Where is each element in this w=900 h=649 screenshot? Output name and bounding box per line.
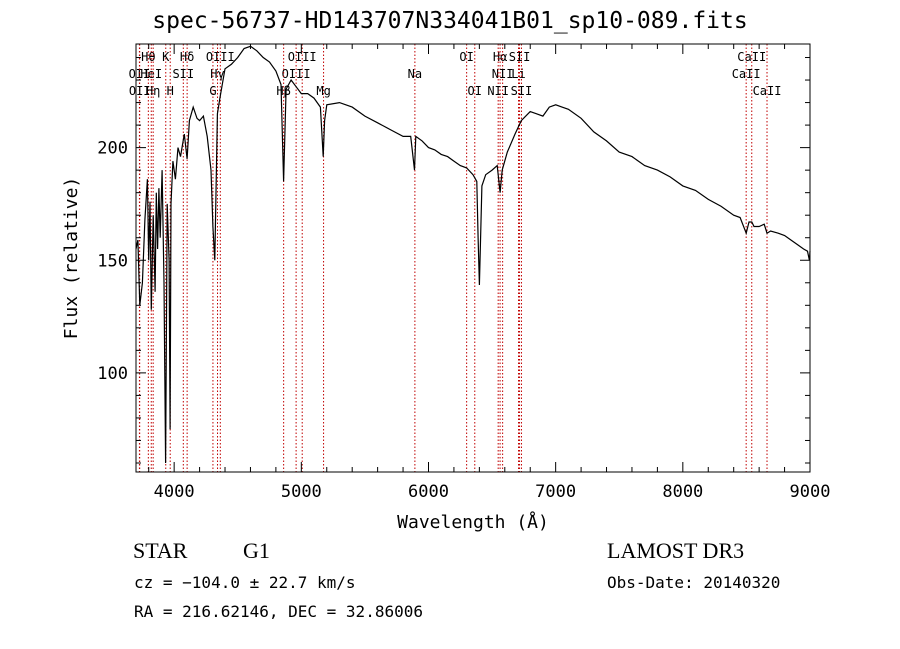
spectrum-series (135, 45, 811, 464)
line-marker-label: H (167, 84, 174, 98)
line-marker-label: CaII (737, 50, 766, 64)
line-marker-label: OII (129, 67, 151, 81)
line-marker-label: Hθ (141, 50, 155, 64)
x-tick-label: 7000 (535, 482, 576, 502)
line-marker-label: SII (511, 84, 533, 98)
line-marker-label: K (162, 50, 170, 64)
x-tick-label: 6000 (408, 482, 449, 502)
redshift-velocity: cz = −104.0 ± 22.7 km/s (134, 573, 356, 592)
y-axis-label: Flux (relative) (61, 177, 82, 340)
line-marker-label: SII (172, 67, 194, 81)
line-marker-label: OIII (282, 67, 311, 81)
object-subclass: G1 (243, 538, 270, 563)
line-marker-label: CaII (732, 67, 761, 81)
x-axis: 4000 5000 6000 7000 8000 9000 (148, 44, 831, 502)
line-marker-label: OI (468, 84, 482, 98)
chart-title: spec-56737-HD143707N334041B01_sp10-089.f… (152, 8, 748, 34)
line-marker-label: OIII (206, 50, 235, 64)
line-marker-label: Hδ (180, 50, 194, 64)
line-marker-label: Hη (146, 84, 160, 98)
line-marker-label: Hγ (210, 67, 224, 81)
y-tick-label: 100 (97, 364, 128, 384)
x-tick-label: 9000 (790, 482, 831, 502)
line-marker-label: NII (487, 84, 509, 98)
line-marker-label: Hβ (276, 84, 290, 98)
x-tick-label: 5000 (281, 482, 322, 502)
observation-date: Obs-Date: 20140320 (607, 573, 781, 592)
line-marker-label: OII (129, 84, 151, 98)
y-axis: 100 150 200 (97, 57, 810, 464)
line-marker-label: Li (511, 67, 525, 81)
survey-name: LAMOST DR3 (607, 538, 745, 563)
line-marker-label: Mg (316, 84, 330, 98)
object-type: STAR (133, 538, 188, 563)
line-marker-label: SII (509, 50, 531, 64)
line-marker-label: G (209, 84, 216, 98)
line-marker-label: Hα (493, 50, 507, 64)
line-marker-label: OIII (288, 50, 317, 64)
plot-frame (135, 43, 811, 473)
line-marker-label: OI (459, 50, 473, 64)
coordinates: RA = 216.62146, DEC = 32.86006 (134, 602, 423, 621)
y-tick-label: 150 (97, 251, 128, 271)
x-tick-label: 8000 (662, 482, 703, 502)
line-marker-label: CaII (753, 84, 782, 98)
line-marker-label: HeI (140, 67, 162, 81)
line-marker-label: NII (492, 67, 514, 81)
x-axis-label: Wavelength (Å) (397, 511, 549, 533)
x-tick-label: 4000 (154, 482, 195, 502)
spectrum-line (135, 45, 811, 464)
line-marker-label: Na (408, 67, 422, 81)
y-tick-label: 200 (97, 139, 128, 159)
